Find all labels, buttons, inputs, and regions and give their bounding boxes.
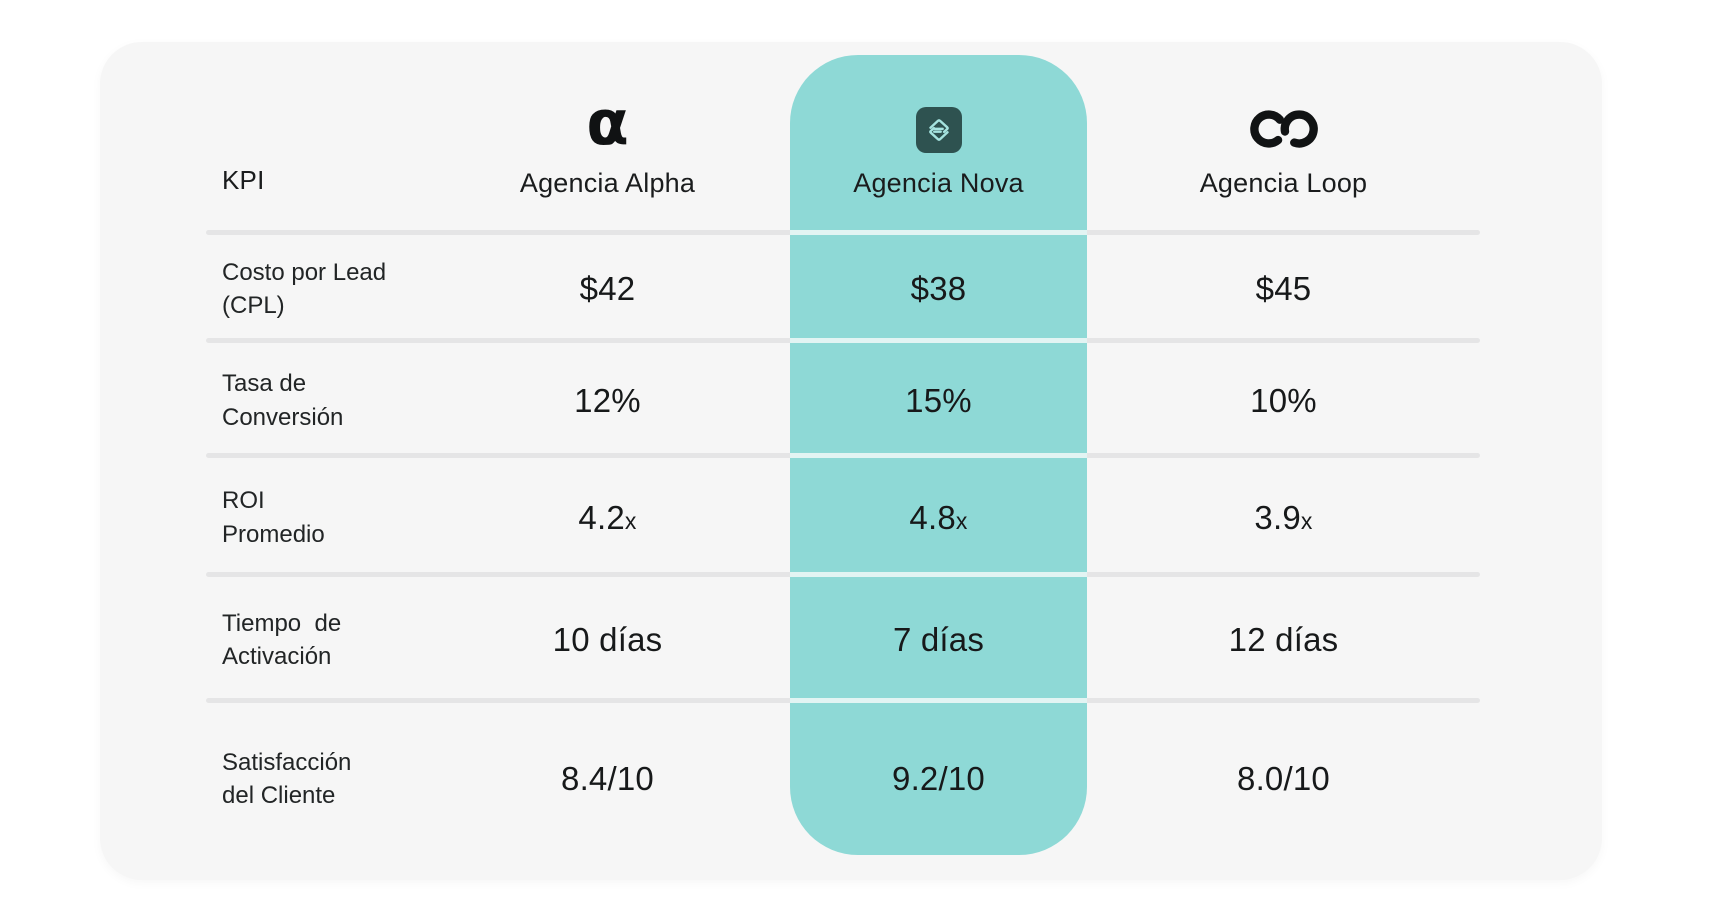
row-divider-accent-segment [790,230,1087,235]
table-row-conversion: Tasa de Conversión 12% 15% 10% [206,338,1480,455]
table-row-satisfaction: Satisfacción del Cliente 8.4/10 9.2/10 8… [206,698,1480,880]
column-header-loop: Agencia Loop [1087,105,1480,232]
value-loop: 10% [1250,381,1317,419]
row-divider-accent-segment [790,572,1087,577]
kpi-column-header: KPI [222,165,265,195]
table-row-roi: ROI Promedio 4.2x 4.8x 3.9x [206,453,1480,574]
value-alpha: 4.2x [578,498,637,536]
column-name-nova: Agencia Nova [853,168,1024,198]
kpi-label: Tiempo de Activación [222,609,342,670]
column-header-nova: Agencia Nova [790,107,1087,232]
value-nova: 7 días [892,621,985,658]
table-header-row: KPI α Agencia Alpha Agencia Nova [206,42,1480,232]
row-divider-accent-segment [790,338,1087,343]
column-name-alpha: Agencia Alpha [519,168,696,198]
table-row-cpl: Costo por Lead (CPL) $42 $38 $45 [206,230,1480,340]
kpi-label: Tasa de Conversión [222,370,344,431]
comparison-card: KPI α Agencia Alpha Agencia Nova [100,42,1602,880]
row-divider-accent-segment [790,453,1087,458]
value-nova: $38 [910,270,967,307]
value-nova: 15% [905,381,972,419]
kpi-label: Costo por Lead (CPL) [222,258,387,319]
value-nova: 9.2/10 [892,760,985,797]
value-alpha: $42 [579,270,636,307]
value-alpha: 12% [574,381,641,419]
value-loop: 12 días [1228,621,1339,658]
comparison-table: KPI α Agencia Alpha Agencia Nova [206,42,1480,880]
value-alpha: 10 días [552,621,663,658]
column-header-alpha: α Agencia Alpha [425,86,790,232]
value-loop: 8.0/10 [1237,760,1330,797]
row-divider-accent-segment [790,698,1087,703]
value-alpha: 8.4/10 [561,760,654,797]
alpha-logo-icon: α [586,86,629,160]
value-nova: 4.8x [909,498,968,536]
value-loop: $45 [1255,270,1312,307]
value-loop: 3.9x [1254,498,1313,536]
nova-s-badge-icon [915,107,962,153]
kpi-label: Satisfacción del Cliente [222,748,352,809]
table-row-activation-time: Tiempo de Activación 10 días 7 días 12 d… [206,572,1480,700]
infinity-logo-icon [1246,105,1322,153]
column-name-loop: Agencia Loop [1199,168,1368,198]
kpi-label: ROI Promedio [222,487,325,548]
